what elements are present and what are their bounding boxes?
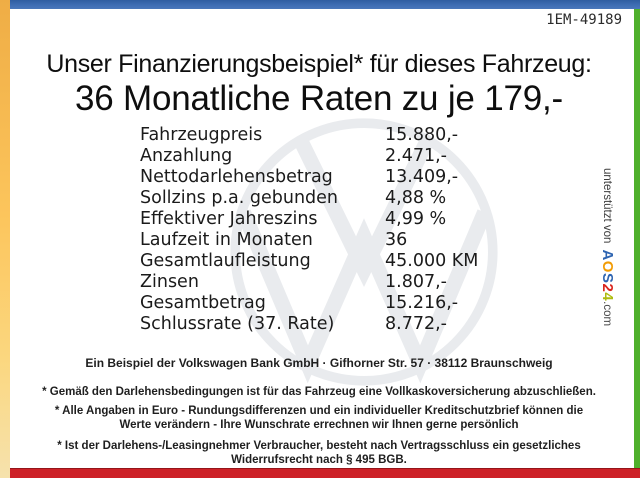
row-value: 2.471,-	[385, 146, 447, 166]
document-number: 1EM-49189	[546, 12, 622, 28]
aos24-letter: O	[599, 260, 616, 273]
side-banner: unterstützt von AOS24.com	[599, 168, 616, 363]
row-label: Nettodarlehensbetrag	[140, 167, 333, 187]
row-value: 45.000 KM	[385, 251, 479, 271]
row-value: 36	[385, 230, 408, 250]
aos24-letter: A	[599, 249, 616, 261]
intro-title: Unser Finanzierungsbeispiel* für dieses …	[46, 50, 592, 78]
row-value: 15.880,-	[385, 125, 459, 145]
header-titles: Unser Finanzierungsbeispiel* für dieses …	[10, 49, 628, 117]
table-row: Schlussrate (37. Rate) 8.772,-	[140, 314, 580, 335]
frame-bottom-bar	[10, 468, 640, 478]
row-label: Laufzeit in Monaten	[140, 230, 313, 250]
footnote-withdrawal: * Ist der Darlehens-/Leasingnehmer Verbr…	[57, 440, 581, 466]
aos24-letter: 2	[599, 283, 616, 293]
row-value: 4,99 %	[385, 209, 447, 229]
row-label: Zinsen	[140, 272, 199, 292]
footer: Ein Beispiel der Volkswagen Bank GmbH · …	[10, 356, 628, 467]
row-value: 15.216,-	[385, 293, 459, 313]
table-row: Fahrzeugpreis 15.880,-	[140, 125, 580, 146]
table-row: Gesamtlaufleistung 45.000 KM	[140, 251, 580, 272]
row-label: Gesamtlaufleistung	[140, 251, 311, 271]
table-row: Gesamtbetrag 15.216,-	[140, 293, 580, 314]
footnote-insurance: * Gemäß den Darlehensbedingungen ist für…	[42, 386, 596, 398]
table-row: Zinsen 1.807,-	[140, 272, 580, 293]
row-value: 4,88 %	[385, 188, 447, 208]
side-banner-suffix: .com	[601, 301, 613, 327]
aos24-letter: 4	[599, 292, 616, 302]
row-value: 13.409,-	[385, 167, 459, 187]
frame-left-bar	[0, 0, 10, 478]
row-value: 1.807,-	[385, 272, 447, 292]
aos24-logo: AOS24	[599, 249, 616, 301]
frame-top-bar	[10, 0, 640, 9]
aos24-letter: S	[599, 272, 616, 284]
row-label: Anzahlung	[140, 146, 233, 166]
table-row: Laufzeit in Monaten 36	[140, 230, 580, 251]
table-row: Nettodarlehensbetrag 13.409,-	[140, 167, 580, 188]
footnote-euro-values: * Alle Angaben in Euro - Rundungsdiffere…	[54, 405, 584, 431]
side-banner-prefix: unterstützt von	[601, 168, 613, 244]
finance-table: Fahrzeugpreis 15.880,- Anzahlung 2.471,-…	[140, 125, 580, 335]
row-value: 8.772,-	[385, 314, 447, 334]
row-label: Effektiver Jahreszins	[140, 209, 318, 229]
vw-logo-icon	[230, 118, 498, 386]
bank-address-line: Ein Beispiel der Volkswagen Bank GmbH · …	[85, 356, 553, 370]
row-label: Sollzins p.a. gebunden	[140, 188, 339, 208]
row-label: Schlussrate (37. Rate)	[140, 314, 335, 334]
table-row: Effektiver Jahreszins 4,99 %	[140, 209, 580, 230]
row-label: Fahrzeugpreis	[140, 125, 263, 145]
frame-right-bar	[634, 9, 640, 468]
table-row: Anzahlung 2.471,-	[140, 146, 580, 167]
row-label: Gesamtbetrag	[140, 293, 266, 313]
rate-title: 36 Monatliche Raten zu je 179,-	[75, 79, 563, 118]
table-row: Sollzins p.a. gebunden 4,88 %	[140, 188, 580, 209]
